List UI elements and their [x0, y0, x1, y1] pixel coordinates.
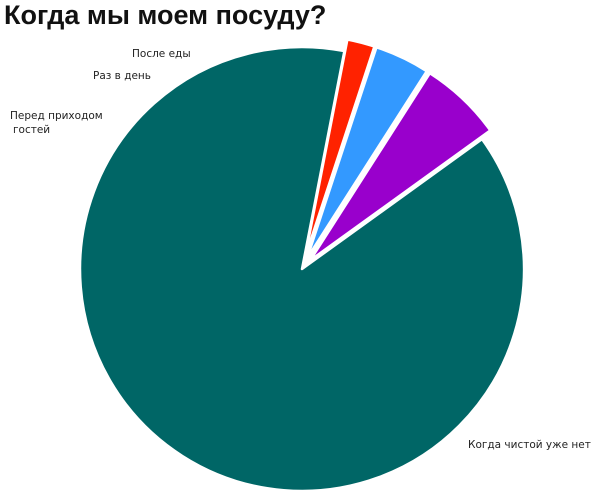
chart-title: Когда мы моем посуду?	[4, 0, 327, 30]
slice-label-4: Когда чистой уже нет	[468, 439, 591, 451]
slice-label-1: После еды	[132, 48, 191, 60]
slice-label-2: Раз в день	[93, 70, 151, 82]
pie-slice-3	[308, 72, 492, 262]
pie-slice-4	[78, 45, 526, 493]
slice-label-3: Перед приходом гостей	[10, 110, 103, 136]
pie-slice-1	[303, 38, 376, 259]
pie-slice-2	[305, 46, 429, 260]
